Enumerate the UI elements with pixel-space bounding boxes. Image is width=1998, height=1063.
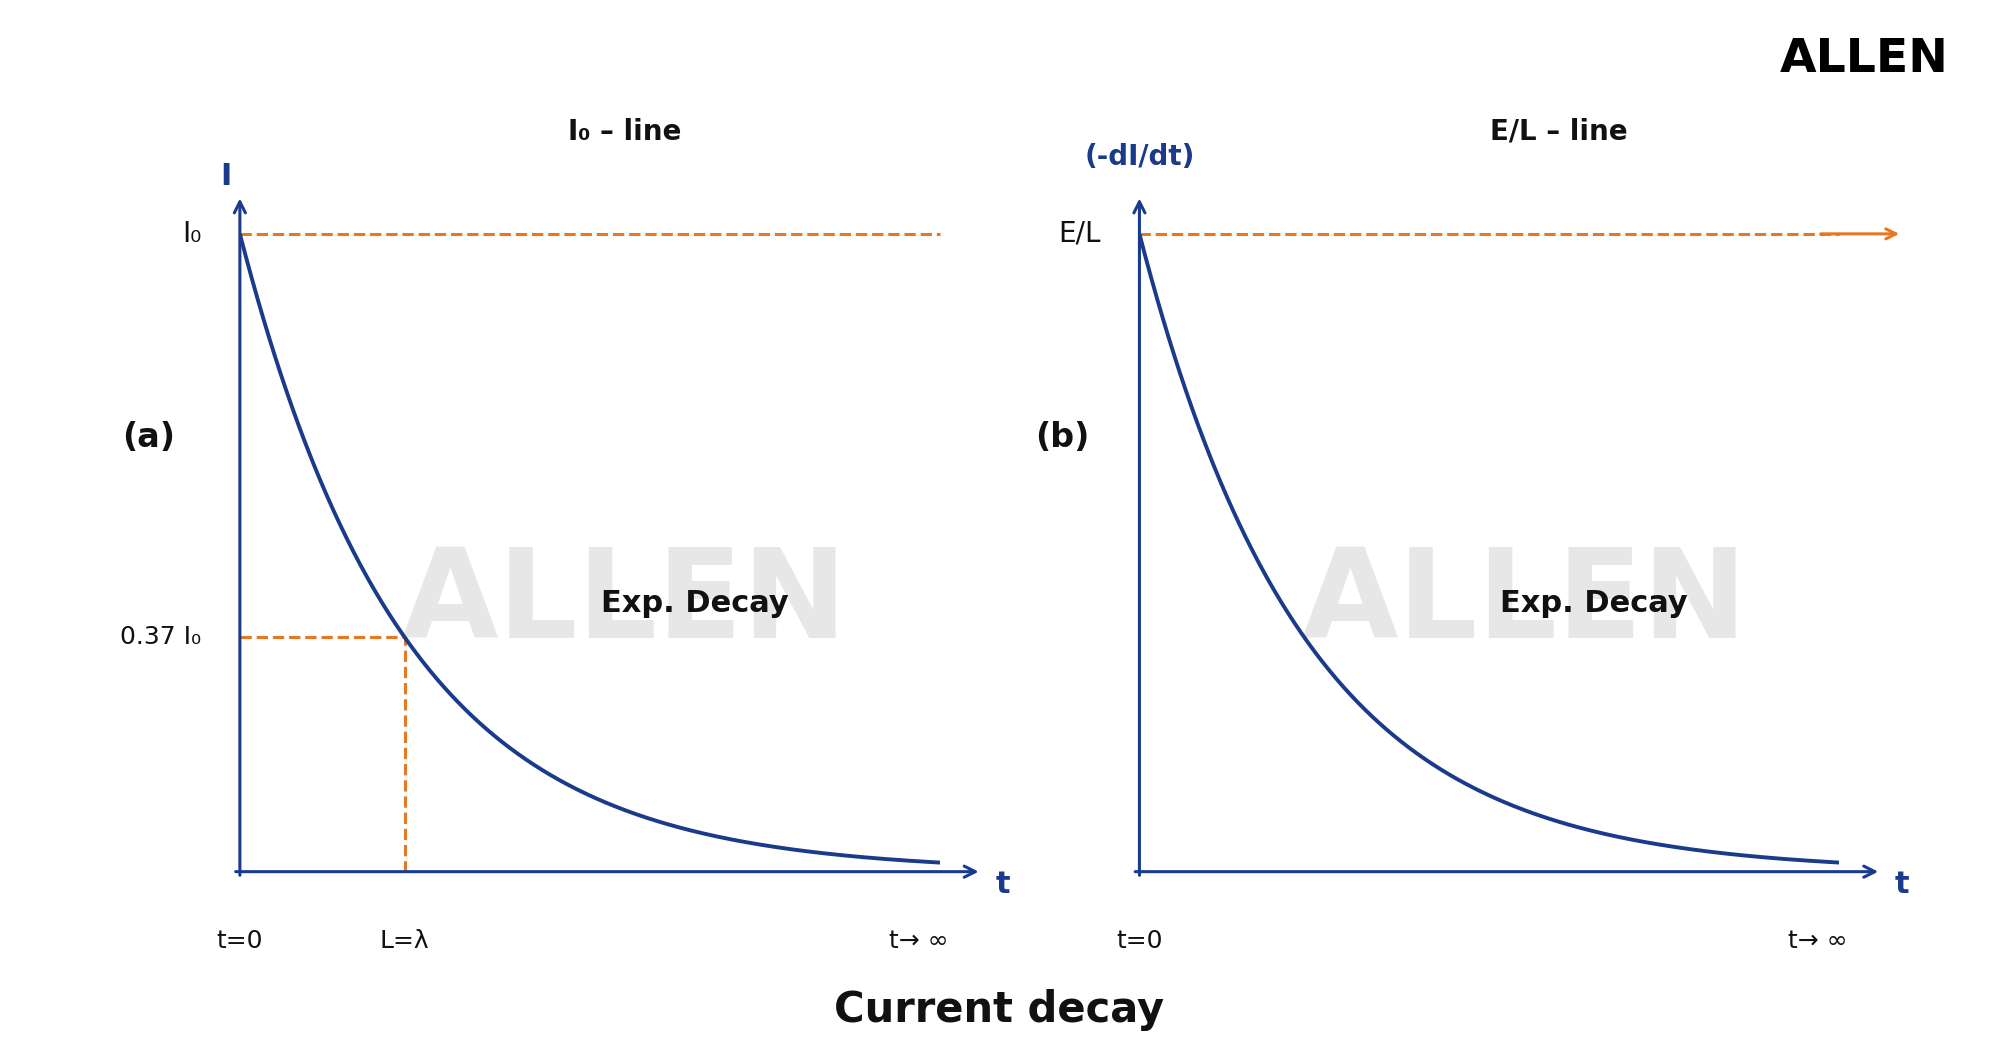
Text: t→ ∞: t→ ∞ xyxy=(1788,929,1846,954)
Text: I₀ – line: I₀ – line xyxy=(567,118,681,146)
Text: ALLEN: ALLEN xyxy=(402,543,847,664)
Text: (-dI/dt): (-dI/dt) xyxy=(1083,144,1195,171)
Text: t: t xyxy=(1894,870,1908,899)
Text: 0.37 I₀: 0.37 I₀ xyxy=(120,625,202,649)
Text: t=0: t=0 xyxy=(216,929,264,954)
Text: L=λ: L=λ xyxy=(380,929,430,954)
Text: t=0: t=0 xyxy=(1115,929,1163,954)
Text: E/L: E/L xyxy=(1057,220,1101,248)
Text: t→ ∞: t→ ∞ xyxy=(889,929,947,954)
Text: Exp. Decay: Exp. Decay xyxy=(601,589,787,619)
Text: I: I xyxy=(220,162,232,191)
Text: ALLEN: ALLEN xyxy=(1301,543,1746,664)
Text: t: t xyxy=(995,870,1009,899)
Text: E/L – line: E/L – line xyxy=(1491,118,1626,146)
Text: (a): (a) xyxy=(122,421,176,455)
Text: Current decay: Current decay xyxy=(833,989,1165,1031)
Text: Exp. Decay: Exp. Decay xyxy=(1500,589,1686,619)
Text: ALLEN: ALLEN xyxy=(1780,37,1948,82)
Text: I₀: I₀ xyxy=(182,220,202,248)
Text: (b): (b) xyxy=(1035,421,1089,455)
